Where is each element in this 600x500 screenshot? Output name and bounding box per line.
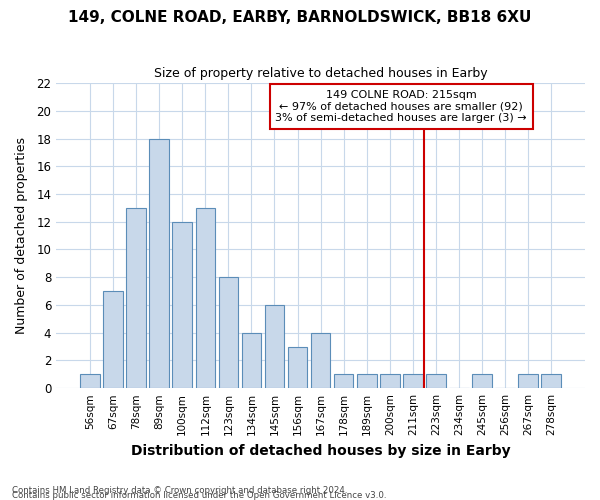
Bar [472,374,492,388]
Title: Size of property relative to detached houses in Earby: Size of property relative to detached ho… [154,68,487,80]
Bar [218,277,238,388]
Bar [288,346,307,388]
Bar [103,291,123,388]
Y-axis label: Number of detached properties: Number of detached properties [15,137,28,334]
Bar [196,208,215,388]
Bar [127,208,146,388]
Bar [172,222,192,388]
Bar [242,332,261,388]
Bar [334,374,353,388]
Bar [426,374,446,388]
Bar [541,374,561,388]
Bar [311,332,331,388]
Bar [403,374,422,388]
Bar [357,374,377,388]
Bar [518,374,538,388]
Text: Contains HM Land Registry data © Crown copyright and database right 2024.: Contains HM Land Registry data © Crown c… [12,486,347,495]
Bar [149,138,169,388]
Bar [380,374,400,388]
Bar [80,374,100,388]
Bar [265,305,284,388]
X-axis label: Distribution of detached houses by size in Earby: Distribution of detached houses by size … [131,444,511,458]
Text: 149, COLNE ROAD, EARBY, BARNOLDSWICK, BB18 6XU: 149, COLNE ROAD, EARBY, BARNOLDSWICK, BB… [68,10,532,25]
Text: Contains public sector information licensed under the Open Government Licence v3: Contains public sector information licen… [12,491,386,500]
Text: 149 COLNE ROAD: 215sqm
← 97% of detached houses are smaller (92)
3% of semi-deta: 149 COLNE ROAD: 215sqm ← 97% of detached… [275,90,527,123]
